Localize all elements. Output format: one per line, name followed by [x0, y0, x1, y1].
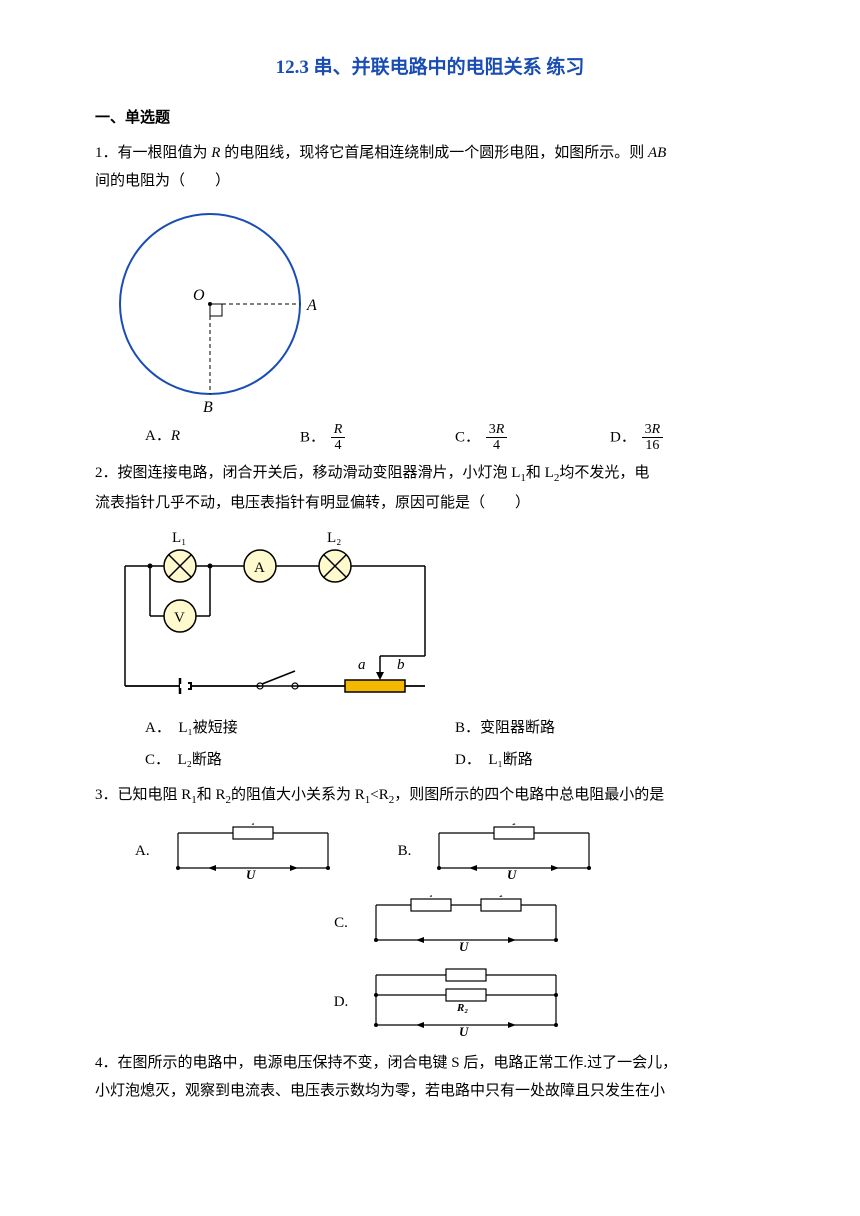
q3-text: 3．已知电阻 R1和 R2的阻值大小关系为 R1<R2，则图所示的四个电路中总电… — [95, 781, 765, 811]
question-1: 1．有一根阻值为 R 的电阻线，现将它首尾相连绕制成一个圆形电阻，如图所示。则 … — [95, 139, 765, 454]
svg-text:R₁: R₁ — [421, 895, 433, 898]
svg-text:U: U — [459, 1024, 469, 1039]
q3-options: A. R₁ U B. — [95, 819, 765, 1043]
q2-options-row2: C． L₂断路 D． L₁断路 — [95, 746, 765, 775]
q1-opt-d: D． 3R16 — [610, 422, 765, 454]
label-V: V — [174, 610, 185, 626]
svg-text:R₁: R₁ — [243, 823, 255, 826]
label-A: A — [306, 297, 317, 314]
q3-opt-a: A. R₁ U — [135, 823, 338, 881]
q2-opt-b: B．变阻器断路 — [455, 714, 765, 743]
label-L1: L₁ — [172, 530, 186, 546]
label-O: O — [193, 287, 205, 304]
question-3: 3．已知电阻 R1和 R2的阻值大小关系为 R1<R2，则图所示的四个电路中总电… — [95, 781, 765, 1043]
q3-opt-d: D. R₁ R₂ U — [334, 967, 567, 1039]
q1-opt-a: A．R — [145, 422, 300, 454]
label-B: B — [203, 399, 213, 414]
q2-text-line1: 2．按图连接电路，闭合开关后，移动滑动变阻器滑片，小灯泡 L1和 L2均不发光，… — [95, 459, 765, 489]
q2-opt-d: D． L₁断路 — [455, 746, 765, 775]
q3-opt-c: C. R₁ R₂ U — [334, 895, 566, 953]
q2-opt-a: A． L₁被短接 — [145, 714, 455, 743]
question-2: 2．按图连接电路，闭合开关后，移动滑动变阻器滑片，小灯泡 L1和 L2均不发光，… — [95, 459, 765, 774]
question-4: 4．在图所示的电路中，电源电压保持不变，闭合电键 S 后，电路正常工作.过了一会… — [95, 1049, 765, 1106]
q2-options-row1: A． L₁被短接 B．变阻器断路 — [95, 714, 765, 743]
label-L2: L₂ — [327, 530, 341, 546]
page-title: 12.3 串、并联电路中的电阻关系 练习 — [95, 50, 765, 86]
q1-opt-b: B． R4 — [300, 422, 455, 454]
q4-line2: 小灯泡熄灭，观察到电流表、电压表示数均为零，若电路中只有一处故障且只发生在小 — [95, 1077, 765, 1106]
section-header: 一、单选题 — [95, 104, 765, 133]
q1-text-line2: 间的电阻为（ ） — [95, 167, 765, 196]
q1-text-line1: 1．有一根阻值为 R 的电阻线，现将它首尾相连绕制成一个圆形电阻，如图所示。则 … — [95, 139, 765, 168]
q4-line1: 4．在图所示的电路中，电源电压保持不变，闭合电键 S 后，电路正常工作.过了一会… — [95, 1049, 765, 1078]
label-A: A — [254, 560, 265, 576]
svg-text:R₁: R₁ — [456, 967, 468, 968]
q3-opt-b: B. R₂ U — [398, 823, 600, 881]
svg-text:R₂: R₂ — [504, 823, 516, 826]
q2-opt-c: C． L₂断路 — [145, 746, 455, 775]
svg-text:U: U — [459, 939, 469, 953]
svg-text:R₂: R₂ — [456, 1002, 468, 1014]
q1-options: A．R B． R4 C． 3R4 D． 3R16 — [95, 422, 765, 454]
label-a: a — [358, 657, 366, 673]
svg-text:U: U — [507, 867, 517, 881]
q2-circuit: L₁ A L₂ V — [105, 526, 765, 706]
q2-text-line2: 流表指针几乎不动，电压表指针有明显偏转，原因可能是（ ） — [95, 489, 765, 518]
svg-text:U: U — [246, 867, 256, 881]
q1-diagram: O A B — [105, 204, 765, 414]
label-b: b — [397, 657, 405, 673]
q1-opt-c: C． 3R4 — [455, 422, 610, 454]
svg-text:R₂: R₂ — [491, 895, 503, 898]
